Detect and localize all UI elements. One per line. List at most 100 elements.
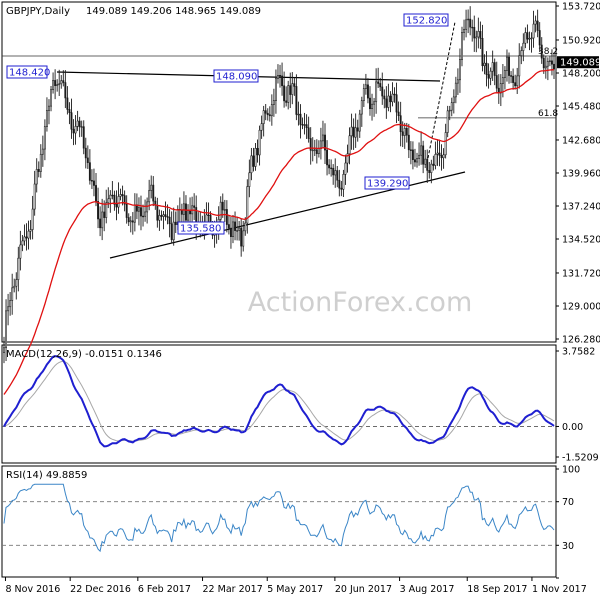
candle-body [551,60,553,65]
candle-body [70,112,73,130]
price-tick-label: 153.720 [562,2,600,13]
candle-body [97,201,100,220]
candle-body [362,88,365,101]
candle-body [542,57,545,69]
candle-body [266,112,269,116]
candle-body [54,80,57,87]
candle-body [399,115,402,133]
candle-body [189,210,192,215]
candle-body [279,74,281,77]
candle-body [270,104,273,117]
candle-body [432,163,435,166]
x-tick-label: 22 Mar 2017 [203,584,263,595]
candle-body [117,196,120,208]
candle-body [258,129,261,156]
candle-body [52,80,55,90]
candle-body [477,31,480,38]
candle-body [536,20,539,31]
annotation-135580: 135.580 [180,224,221,235]
annotation-box-148420 [6,65,48,79]
candle-body [133,204,136,223]
candle-body [456,79,459,84]
candle-body [469,18,472,28]
price-tick-label: 145.480 [562,101,600,112]
candle-body [68,109,71,113]
candle-body [238,227,241,231]
candle-body [180,209,183,215]
candle-body [473,27,476,39]
candle-body [82,126,85,149]
candle-body [360,100,363,115]
candle-body [221,201,224,211]
candle-body [352,126,355,138]
candle-body [467,18,470,21]
candle-body [48,105,50,111]
candle-body [307,127,310,139]
candle-body [240,227,243,247]
candle-body [373,101,376,105]
candle-body [493,62,496,76]
candle-body [29,229,32,232]
candle-body [248,172,251,187]
watermark: ActionForex.com [248,287,473,318]
annotation-148090: 148.090 [216,72,257,83]
candle-body [377,81,380,84]
candle-body [272,100,275,105]
candle-body [450,102,453,111]
candle-body [471,26,474,29]
candle-body [356,127,359,132]
candle-body [187,210,189,221]
candle-body [313,149,316,151]
rsi-tick-label: 100 [562,465,580,476]
candle-body [346,153,349,164]
candle-body [442,154,445,159]
candle-body [140,207,142,217]
candle-body [358,113,361,132]
candle-body [66,97,69,110]
candle-body [246,186,249,224]
candle-body [495,75,498,89]
annotation-152820: 152.820 [406,16,447,27]
macd-signal-line [3,360,555,442]
rsi-line [3,483,555,553]
candle-body [328,164,331,169]
candle-body [170,223,173,241]
candle-body [99,218,102,229]
candle-body [229,227,232,237]
candle-body [317,148,320,154]
macd-tick-label: -1.5209 [562,453,599,464]
candle-body [436,152,439,155]
candle-body [113,194,116,205]
candle-body [129,220,132,223]
candle-body [250,155,253,174]
x-tick-label: 18 Sep 2017 [467,584,527,595]
candle-body [27,230,30,239]
candle-body [422,145,425,165]
candle-body [185,203,187,221]
candle-body [289,85,292,95]
candle-body [330,167,333,170]
candle-body [256,148,259,156]
candle-body [428,170,431,173]
candle-body [90,180,93,182]
price-tick-label: 126.280 [562,335,600,346]
candle-body [426,158,429,171]
candle-body [326,149,329,166]
candle-body [225,209,228,225]
candle-body [354,127,357,138]
candle-body [291,83,294,95]
candle-body [125,203,128,218]
last-price-marker [557,56,599,69]
candle-body [446,110,449,133]
annotation-139290: 139.290 [367,179,408,190]
candle-body [152,184,155,202]
annotation-box-148090 [213,69,259,83]
macd-panel-frame [1,344,557,464]
candle-body [64,82,67,99]
candle-body [101,211,104,229]
candle-body [364,84,367,89]
macd-main-line [3,355,555,448]
candle-body [438,152,441,156]
candle-body [389,95,392,103]
